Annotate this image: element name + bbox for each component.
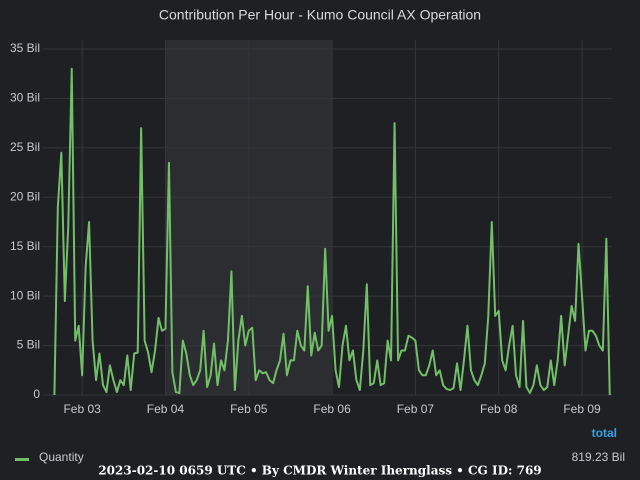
y-tick-label: 30 Bil [10,91,40,105]
x-tick-label: Feb 06 [313,402,351,416]
footer: 2023-02-10 0659 UTC • By CMDR Winter Ihe… [98,464,541,478]
y-tick-label: 10 Bil [10,288,40,302]
legend-header: total [592,426,617,440]
legend-label: Quantity [39,450,84,464]
y-tick-label: 35 Bil [10,41,40,55]
legend-swatch [15,458,29,461]
y-tick-label: 0 [33,387,40,401]
y-tick-label: 25 Bil [10,140,40,154]
y-tick-label: 5 Bil [17,338,40,352]
x-tick-label: Feb 09 [563,402,601,416]
y-tick-label: 20 Bil [10,189,40,203]
y-tick-label: 15 Bil [10,239,40,253]
x-tick-label: Feb 05 [230,402,268,416]
legend-total: 819.23 Bil [572,450,625,464]
data-line [53,67,611,396]
x-tick-label: Feb 08 [480,402,518,416]
x-tick-label: Feb 04 [147,402,185,416]
x-tick-label: Feb 07 [397,402,435,416]
chart-title: Contribution Per Hour - Kumo Council AX … [159,7,481,23]
x-tick-label: Feb 03 [63,402,101,416]
